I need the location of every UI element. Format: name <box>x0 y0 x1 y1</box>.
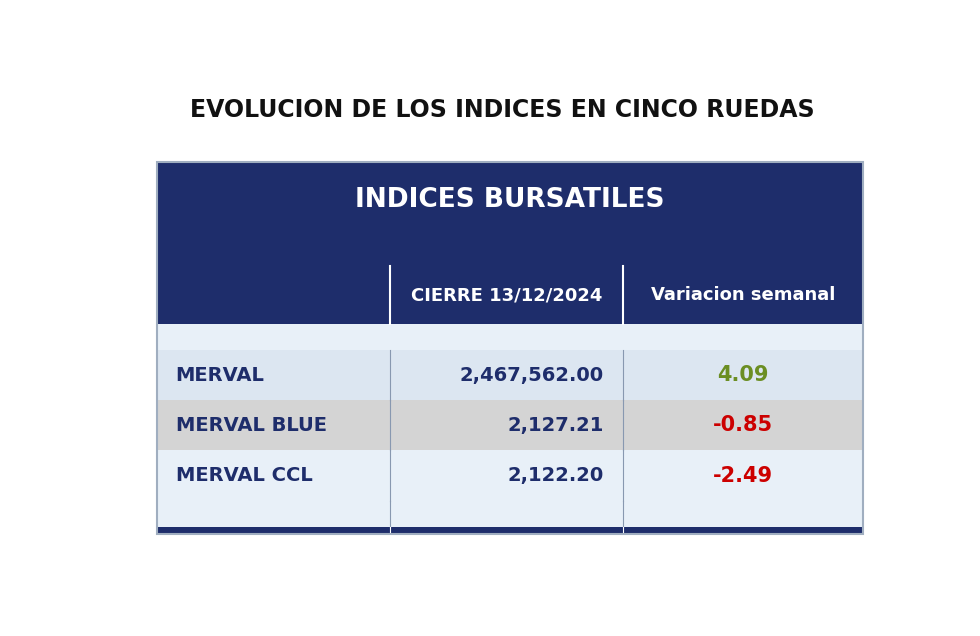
Text: -2.49: -2.49 <box>712 466 773 486</box>
Polygon shape <box>157 324 863 350</box>
Text: 2,122.20: 2,122.20 <box>508 466 604 485</box>
Text: MERVAL CCL: MERVAL CCL <box>175 466 313 485</box>
Text: 4.09: 4.09 <box>717 365 768 385</box>
Polygon shape <box>157 450 863 501</box>
Polygon shape <box>157 527 863 534</box>
Polygon shape <box>157 350 863 400</box>
Polygon shape <box>157 400 863 450</box>
Text: CIERRE 13/12/2024: CIERRE 13/12/2024 <box>411 286 602 304</box>
Polygon shape <box>157 238 863 266</box>
Text: 2,467,562.00: 2,467,562.00 <box>460 366 604 385</box>
Text: Variacion semanal: Variacion semanal <box>651 286 835 304</box>
Polygon shape <box>157 501 863 527</box>
Polygon shape <box>157 162 863 238</box>
Text: INDICES BURSATILES: INDICES BURSATILES <box>355 187 664 213</box>
Text: MERVAL: MERVAL <box>175 366 265 385</box>
Polygon shape <box>157 266 863 324</box>
Text: 2,127.21: 2,127.21 <box>508 416 604 435</box>
Text: -0.85: -0.85 <box>712 415 773 436</box>
Text: EVOLUCION DE LOS INDICES EN CINCO RUEDAS: EVOLUCION DE LOS INDICES EN CINCO RUEDAS <box>190 99 814 122</box>
Text: MERVAL BLUE: MERVAL BLUE <box>175 416 326 435</box>
